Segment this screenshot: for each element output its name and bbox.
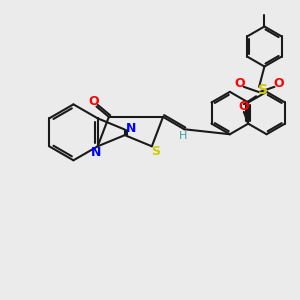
- Text: S: S: [258, 83, 268, 98]
- Text: N: N: [126, 122, 136, 135]
- Text: O: O: [89, 95, 99, 108]
- Text: N: N: [91, 146, 101, 159]
- Text: H: H: [178, 131, 187, 141]
- Text: O: O: [238, 100, 249, 113]
- Text: S: S: [151, 145, 160, 158]
- Text: O: O: [234, 77, 245, 90]
- Text: O: O: [274, 77, 284, 90]
